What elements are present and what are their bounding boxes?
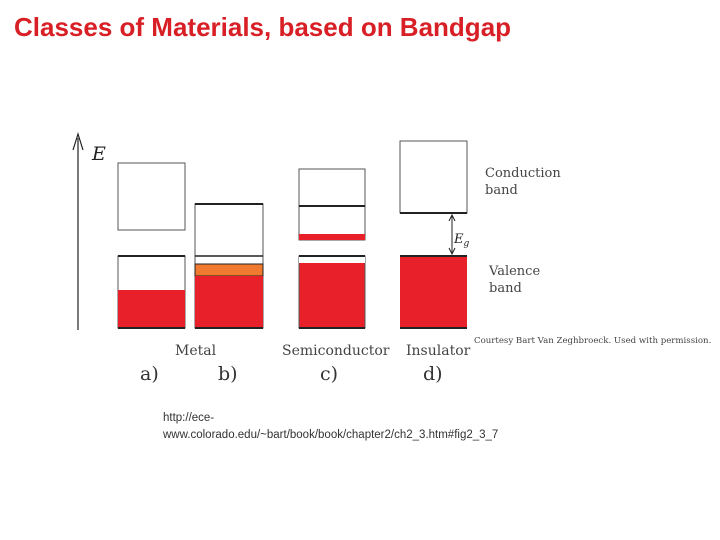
panel-label-c: c) bbox=[320, 363, 338, 385]
panel-b bbox=[194, 203, 264, 329]
conduction-band-label: Conduction bbox=[485, 166, 561, 181]
category-insulator: Insulator bbox=[406, 343, 471, 359]
gap-label: Eg bbox=[453, 232, 470, 249]
panel-label-b: b) bbox=[218, 363, 238, 385]
credit-text: Courtesy Bart Van Zeghbroeck. Used with … bbox=[474, 336, 711, 346]
conduction-band-label-2: band bbox=[485, 183, 518, 198]
filled-states bbox=[195, 276, 263, 328]
thermal-electrons bbox=[299, 234, 365, 240]
valence-band bbox=[400, 256, 467, 328]
upper-band bbox=[117, 162, 186, 231]
partial-filled-states bbox=[194, 263, 264, 277]
filled-states bbox=[118, 290, 185, 328]
valence-band bbox=[298, 255, 366, 329]
energy-axis-label: E bbox=[91, 143, 106, 165]
panel-a bbox=[117, 162, 186, 329]
category-metal: Metal bbox=[175, 343, 217, 359]
slide-title: Classes of Materials, based on Bandgap bbox=[14, 12, 512, 42]
holes bbox=[299, 256, 365, 263]
panel-c bbox=[298, 168, 366, 329]
source-url[interactable]: http://ece- www.colorado.edu/~bart/book/… bbox=[163, 410, 523, 444]
panel-label-a: a) bbox=[140, 363, 159, 385]
source-url-line-2[interactable]: www.colorado.edu/~bart/book/book/chapter… bbox=[163, 429, 499, 441]
valence-band-label-2: band bbox=[489, 281, 522, 296]
energy-axis-arrowhead bbox=[72, 131, 84, 151]
conduction-band bbox=[399, 140, 468, 214]
valence-band-label: Valence bbox=[488, 264, 540, 279]
source-url-line-1[interactable]: http://ece- bbox=[163, 412, 215, 424]
category-semiconductor: Semiconductor bbox=[282, 343, 390, 359]
panel-label-d: d) bbox=[423, 363, 443, 385]
conduction-band bbox=[298, 168, 366, 241]
panel-d: Eg bbox=[399, 140, 470, 329]
